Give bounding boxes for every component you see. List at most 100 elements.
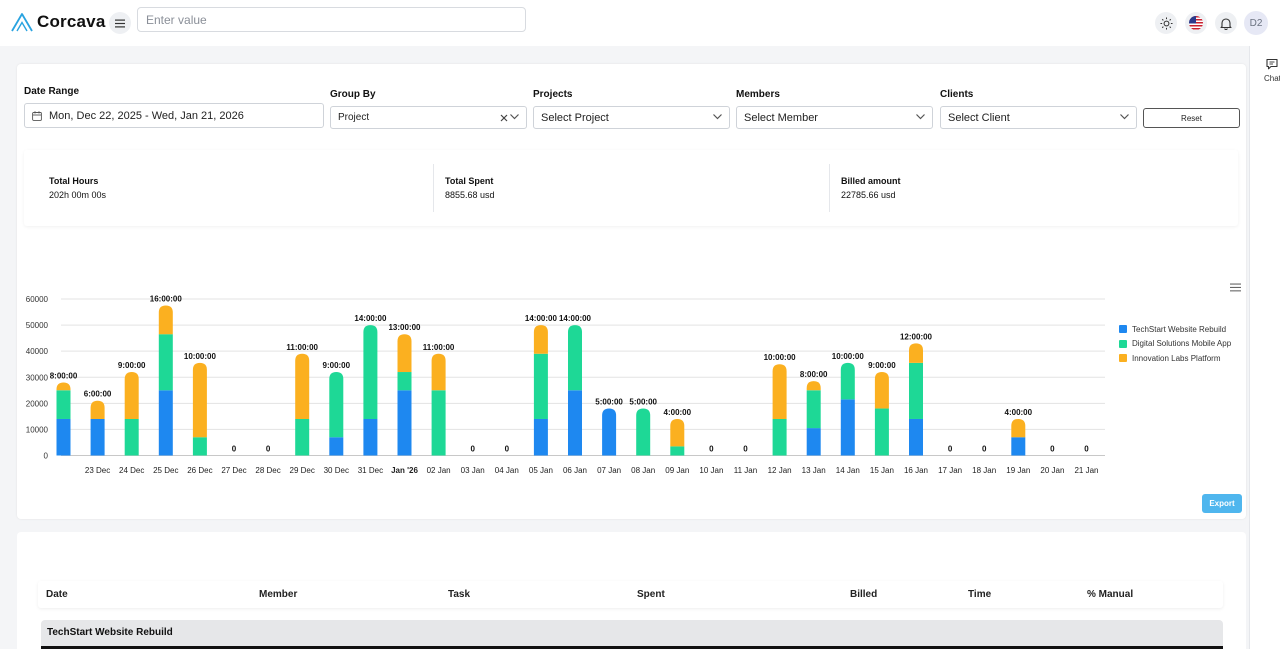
projects-select[interactable]: Select Project [533,106,730,129]
calendar-icon [32,110,42,121]
bar-segment [670,446,685,456]
x-tick-label: 20 Jan [1040,466,1064,475]
legend-label: Digital Solutions Mobile App [1132,339,1232,349]
group-by-value: Project [338,112,370,123]
bar-total-label: 0 [709,445,714,454]
x-tick-label: 04 Jan [495,466,519,475]
report-card: Date Range Mon, Dec 22, 2025 - Wed, Jan … [17,64,1246,519]
x-tick-label: 18 Jan [972,466,996,475]
bar-total-label: 14:00:00 [525,314,558,323]
legend-item[interactable]: TechStart Website Rebuild [1119,322,1231,337]
x-tick-label: 23 Dec [85,466,110,475]
bar-total-label: 4:00:00 [664,408,692,417]
menu-button[interactable] [109,12,131,34]
bar-segment [397,334,412,373]
bar-segment [806,381,821,391]
bar-segment [909,343,923,363]
clients-select[interactable]: Select Client [940,106,1137,129]
bar-total-label: 11:00:00 [423,343,455,352]
bar-total-label: 0 [1050,445,1055,454]
search-input[interactable] [137,7,526,32]
bar-total-label: 16:00:00 [150,295,183,304]
time-entries-table: Date Member Task Spent Billed Time % Man… [17,532,1246,649]
legend-swatch [1119,325,1127,334]
bar-segment [397,372,412,391]
total-hours-label: Total Hours [49,176,99,186]
table-group-row[interactable]: TechStart Website Rebuild [41,620,1223,649]
x-tick-label: 12 Jan [768,466,792,475]
brand[interactable]: Corcava [10,10,106,34]
date-range-value: Mon, Dec 22, 2025 - Wed, Jan 21, 2026 [49,109,244,122]
bar-segment [363,325,378,419]
bar-segment [806,390,821,429]
corcava-logo-icon [11,13,33,32]
bell-icon [1220,17,1232,30]
chat-icon[interactable] [1266,58,1278,70]
x-tick-label: 14 Jan [836,466,860,475]
language-button[interactable] [1185,12,1207,34]
notifications-button[interactable] [1215,12,1237,34]
x-tick-label: 30 Dec [324,466,349,475]
x-tick-label: 31 Dec [358,466,383,475]
bar-segment [909,362,923,419]
column-header-member[interactable]: Member [259,589,298,600]
members-select[interactable]: Select Member [736,106,933,129]
y-tick-label: 20000 [26,399,49,408]
bar-segment [363,418,378,456]
bar-total-label: 14:00:00 [559,314,592,323]
bar-segment [431,390,446,456]
x-tick-label: 15 Jan [870,466,894,475]
y-tick-label: 0 [44,452,49,461]
billed-amount-value: 22785.66 usd [841,190,896,200]
x-tick-label: 08 Jan [631,466,655,475]
group-by-label: Group By [330,89,376,100]
chat-label[interactable]: Chat [1264,74,1280,83]
x-tick-label: 03 Jan [461,466,485,475]
theme-toggle-button[interactable] [1155,12,1177,34]
bar-segment [533,418,548,456]
bar-segment [158,305,173,335]
reset-button[interactable]: Reset [1143,108,1240,128]
bar-total-label: 0 [232,445,237,454]
column-header-task[interactable]: Task [448,589,471,600]
bar-segment [840,362,855,400]
y-tick-label: 10000 [26,425,49,434]
bar-total-label: 0 [1084,445,1089,454]
bar-segment [158,390,173,456]
bar-segment [670,418,685,447]
bar-total-label: 6:00:00 [84,390,112,399]
group-by-select[interactable]: Project [330,106,527,129]
bar-segment [158,334,173,391]
x-tick-label: 11 Jan [734,466,757,475]
legend-item[interactable]: Innovation Labs Platform [1119,351,1231,366]
bar-total-label: 9:00:00 [323,361,351,370]
bar-segment [90,400,105,419]
bar-segment [772,364,787,419]
clients-label: Clients [940,89,974,100]
user-avatar[interactable]: D2 [1244,11,1268,35]
hours-bar-chart: 0 10000 20000 30000 40000 50000 60000 8:00:00 6:… [26,295,1105,475]
chart-menu-icon[interactable] [1230,283,1241,292]
date-range-picker[interactable]: Mon, Dec 22, 2025 - Wed, Jan 21, 2026 [24,103,324,128]
total-spent-stat: Total Spent 8855.68 usd [445,176,495,200]
x-tick-label: 27 Dec [221,466,246,475]
column-header-billed[interactable]: Billed [850,589,878,600]
export-button[interactable]: Export [1202,494,1242,513]
column-header-manual[interactable]: % Manual [1087,589,1134,600]
clients-placeholder: Select Client [948,111,1010,124]
bar-segment [90,418,105,456]
chart-legend: TechStart Website Rebuild Digital Soluti… [1119,322,1231,366]
column-header-date[interactable]: Date [46,589,68,600]
x-tick-label: 24 Dec [119,466,144,475]
bar-total-label: 14:00:00 [354,314,387,323]
x-tick-label: 19 Jan [1006,466,1030,475]
chat-side-panel: Chat [1249,46,1280,649]
column-header-time[interactable]: Time [968,589,992,600]
y-tick-label: 60000 [26,295,49,304]
bar-segment [124,372,139,419]
table-header: Date Member Task Spent Billed Time % Man… [38,581,1223,608]
column-header-spent[interactable]: Spent [637,589,665,600]
clear-icon[interactable] [500,114,508,122]
legend-item[interactable]: Digital Solutions Mobile App [1119,337,1231,352]
chevron-down-icon [713,114,722,120]
